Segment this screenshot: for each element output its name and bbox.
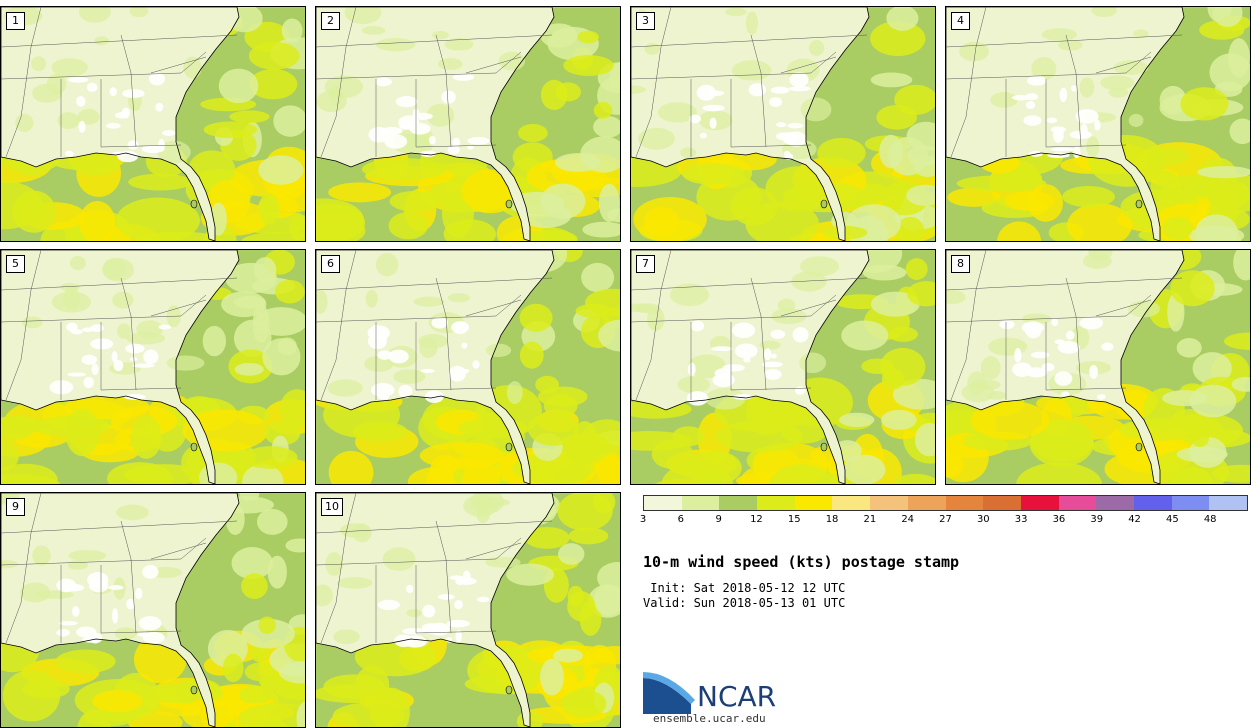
colorbar-swatch [907,496,946,510]
colorbar-tick-labels: 3 6 9 12 15 18 21 24 27 30 33 36 39 42 45 48 [639,514,1248,528]
member-number-label: 7 [636,255,655,273]
wind-speed-map [1,250,305,484]
wind-speed-map [946,250,1250,484]
colorbar-tick-label: 12 [750,514,763,525]
colorbar-swatch [1171,496,1210,510]
member-number-label: 4 [951,12,970,30]
colorbar-swatch [681,496,720,510]
ensemble-member-panel: 9 [0,492,306,728]
member-number-label: 5 [6,255,25,273]
wind-speed-map [631,250,935,484]
ensemble-member-panel: 4 [945,6,1251,242]
member-number-label: 10 [321,498,343,516]
member-number-label: 6 [321,255,340,273]
member-number-label: 1 [6,12,25,30]
colorbar-swatch [1133,496,1172,510]
colorbar-swatch [644,496,682,510]
colorbar-swatch [794,496,833,510]
ncar-logo-text: NCAR [697,680,777,713]
colorbar-tick-label: 30 [976,514,990,525]
wind-speed-map [316,493,620,727]
colorbar-swatch [1058,496,1097,510]
ensemble-member-panel: 7 [630,249,936,485]
colorbar-swatch [1020,496,1059,510]
member-number-label: 9 [6,498,25,516]
colorbar-swatch [983,496,1021,510]
colorbar-tick-label: 27 [939,514,952,525]
colorbar-tick-label: 33 [1014,514,1028,525]
ensemble-member-panel: 1 [0,6,306,242]
member-number-label: 3 [636,12,655,30]
colorbar-tick-label: 39 [1090,514,1104,525]
colorbar-tick-label: 42 [1128,514,1141,525]
wind-speed-map [1,493,305,727]
colorbar-tick-label: 45 [1166,514,1179,525]
wind-speed-map [946,7,1250,241]
ensemble-member-panel: 2 [315,6,621,242]
chart-title: 10-m wind speed (kts) postage stamp [643,553,960,571]
ensemble-member-panel: 6 [315,249,621,485]
ncar-logo-icon [643,672,695,714]
colorbar-tick-label: 6 [677,514,684,525]
wind-speed-map [1,7,305,241]
wind-speed-map [631,7,935,241]
colorbar-swatch [719,496,758,510]
ensemble-member-panel: 5 [0,249,306,485]
wind-speed-map [316,250,620,484]
member-number-label: 8 [951,255,970,273]
colorbar-tick-label: 3 [639,514,647,525]
colorbar-swatch [1096,496,1134,510]
colorbar-tick-label: 15 [787,514,801,525]
colorbar-tick-label: 21 [863,514,877,525]
colorbar-tick-label: 9 [715,514,722,525]
ensemble-member-panel: 10 [315,492,621,728]
wind-speed-map [316,7,620,241]
colorbar-swatch [870,496,908,510]
colorbar-tick-label: 18 [825,514,839,525]
colorbar-tick-label: 36 [1052,514,1066,525]
ensemble-member-panel: 8 [945,249,1251,485]
colorbar-tick-label: 48 [1203,514,1217,525]
colorbar-swatch [1209,496,1247,510]
ensemble-member-panel: 3 [630,6,936,242]
member-number-label: 2 [321,12,340,30]
colorbar-swatch [757,496,795,510]
valid-time: Valid: Sun 2018-05-13 01 UTC [643,596,846,610]
colorbar-swatch [945,496,984,510]
ensemble-url: ensemble.ucar.edu [653,712,766,725]
wind-speed-colorbar [643,495,1248,511]
colorbar-tick-label: 24 [901,514,915,525]
init-time: Init: Sat 2018-05-12 12 UTC [643,581,846,595]
colorbar-swatch [832,496,871,510]
